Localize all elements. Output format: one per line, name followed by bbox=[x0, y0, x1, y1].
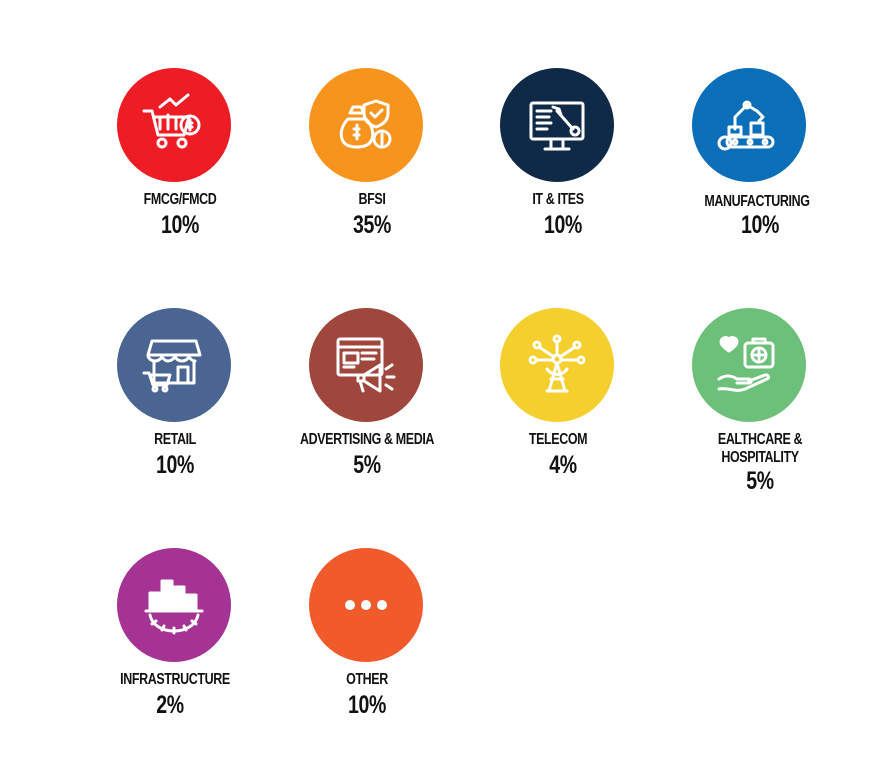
sector-circle bbox=[500, 68, 614, 182]
sector-circle bbox=[309, 308, 423, 422]
sector-circle bbox=[309, 68, 423, 182]
shopping-cart-growth-icon bbox=[142, 93, 201, 149]
sector-percentage: 10% bbox=[741, 211, 779, 239]
sector-percentage: 10% bbox=[348, 691, 386, 719]
sector-name: ADVERTISING & MEDIA bbox=[299, 431, 435, 448]
sector-name: TELECOM bbox=[528, 431, 588, 448]
city-gear-icon bbox=[144, 579, 204, 635]
sector-circle bbox=[692, 308, 806, 422]
sector-circle bbox=[692, 68, 806, 182]
sector-percentage: 35% bbox=[353, 211, 391, 239]
sector-circle bbox=[117, 68, 231, 182]
sector-percentage: 10% bbox=[156, 451, 194, 479]
money-bags-shield-icon bbox=[339, 99, 392, 149]
sector-circle bbox=[500, 308, 614, 422]
sector-name-line2: HOSPITALITY bbox=[721, 449, 799, 466]
more-dots-icon bbox=[345, 600, 387, 610]
medical-kit-hand-icon bbox=[717, 336, 775, 392]
sector-name: IT & ITES bbox=[532, 191, 584, 208]
sector-circle bbox=[117, 308, 231, 422]
robot-arm-conveyor-icon bbox=[717, 100, 775, 151]
sector-name: FMCG/FMCD bbox=[143, 191, 217, 208]
sector-name-line1: EALTHCARE & bbox=[717, 431, 803, 448]
sector-circle bbox=[309, 548, 423, 662]
storefront-cart-icon bbox=[142, 339, 202, 393]
monitor-wrench-icon bbox=[529, 101, 585, 151]
network-tower-icon bbox=[528, 334, 586, 393]
sector-name: BFSI bbox=[358, 191, 386, 208]
sector-percentage: 5% bbox=[353, 451, 381, 479]
megaphone-browser-icon bbox=[336, 337, 396, 393]
sector-circle bbox=[117, 548, 231, 662]
sector-percentage: 10% bbox=[544, 211, 582, 239]
sector-percentage: 5% bbox=[746, 467, 774, 495]
sector-name: INFRASTRUCTURE bbox=[120, 671, 230, 688]
sector-name: RETAIL bbox=[154, 431, 196, 448]
sector-percentage: 4% bbox=[549, 451, 577, 479]
sector-percentage: 2% bbox=[156, 691, 184, 719]
sector-name: OTHER bbox=[346, 671, 388, 688]
sector-percentage: 10% bbox=[161, 211, 199, 239]
sector-name: MANUFACTURING bbox=[704, 193, 810, 210]
